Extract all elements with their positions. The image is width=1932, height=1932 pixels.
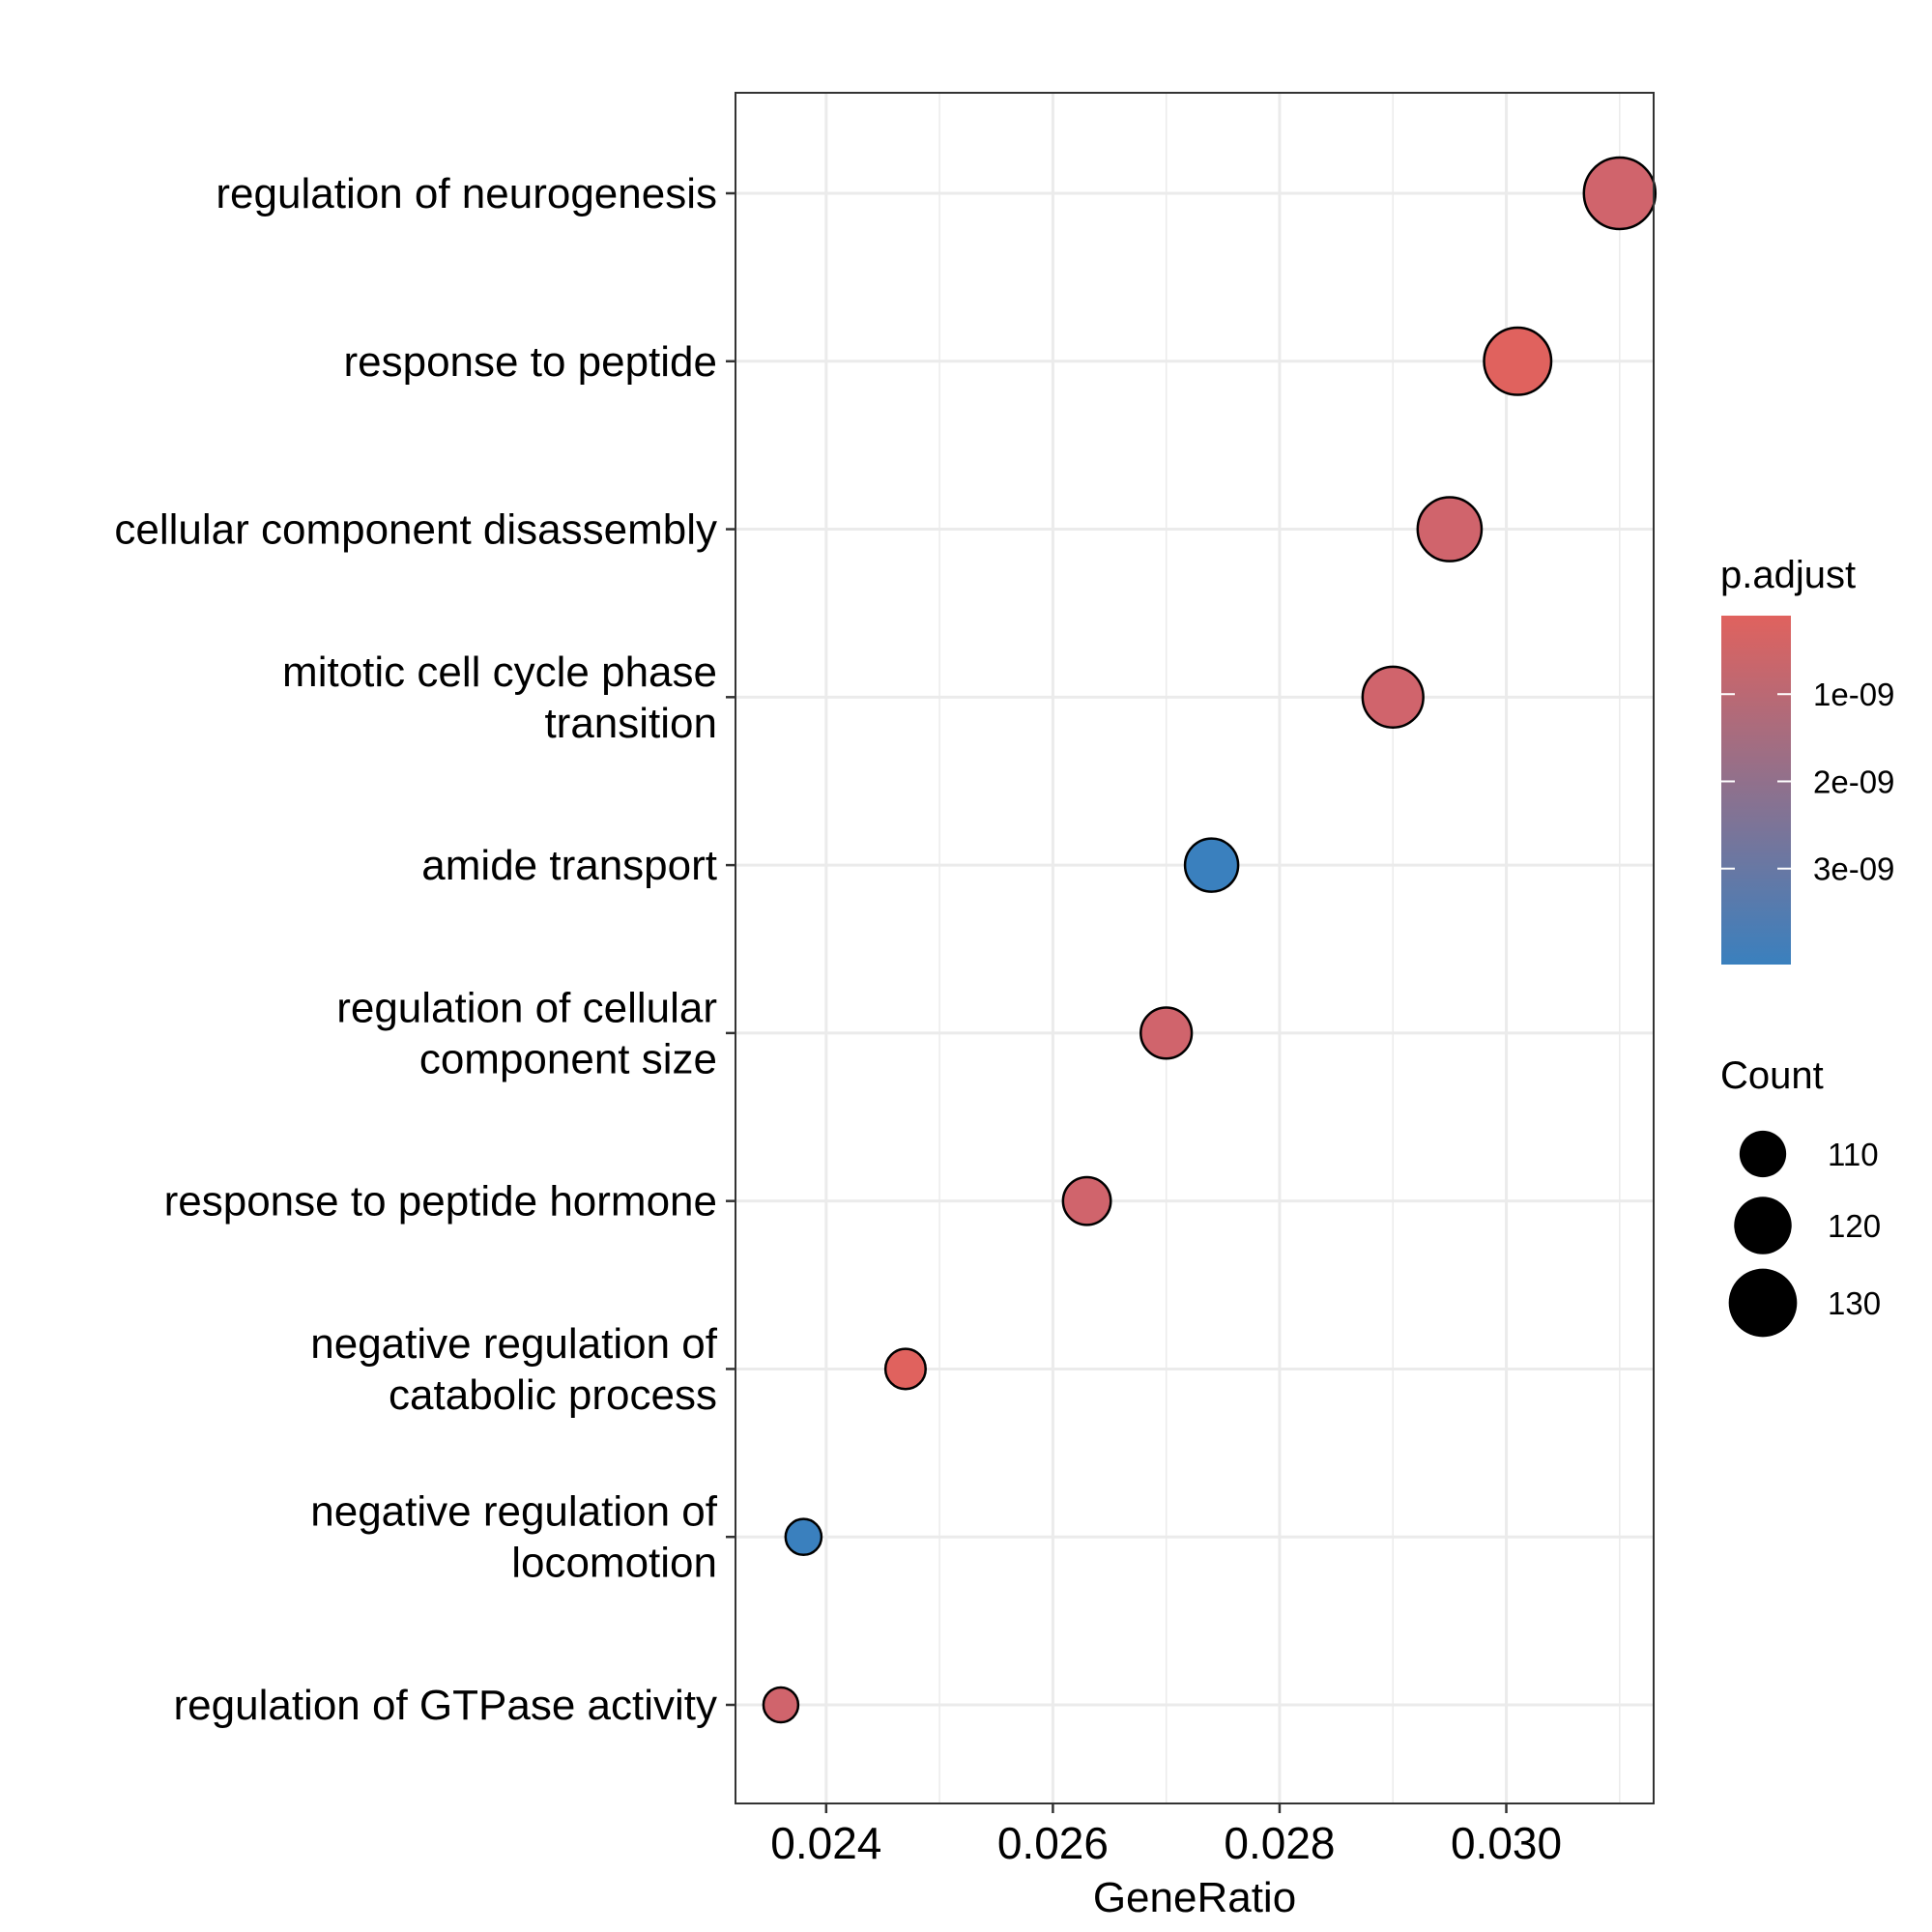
data-point xyxy=(1582,156,1658,231)
legend-size-dot xyxy=(1739,1130,1787,1178)
y-category-label: mitotic cell cycle phase xyxy=(282,649,717,696)
legend-color: p.adjust 1e-09 2e-09 3e-09 xyxy=(1720,554,1894,965)
y-category-label: response to peptide xyxy=(343,338,717,386)
data-point xyxy=(1483,326,1553,396)
x-tick-label: 0.024 xyxy=(770,1818,881,1868)
y-category-label: response to peptide hormone xyxy=(164,1178,717,1226)
data-point xyxy=(762,1686,800,1724)
legend-color-ticks: 1e-09 2e-09 3e-09 xyxy=(1721,677,1894,887)
legend-size-label: 130 xyxy=(1828,1285,1881,1321)
legend-size-dot xyxy=(1734,1197,1792,1254)
data-point xyxy=(1139,1006,1194,1060)
plot-panel-border xyxy=(735,92,1655,1804)
y-category-label: regulation of GTPase activity xyxy=(174,1682,717,1729)
x-axis-title: GeneRatio xyxy=(1093,1874,1296,1921)
x-axis: 0.024 0.026 0.028 0.030 xyxy=(770,1803,1562,1868)
legend-size-title: Count xyxy=(1720,1054,1824,1097)
y-category-label: cellular component disassembly xyxy=(114,506,717,554)
y-category-label: regulation of cellular xyxy=(336,984,717,1031)
x-tick-label: 0.026 xyxy=(997,1818,1109,1868)
data-point xyxy=(784,1517,823,1557)
y-category-label: regulation of neurogenesis xyxy=(216,170,717,217)
y-category-label: negative regulation of xyxy=(310,1320,718,1368)
legend-size: Count 110 120 130 xyxy=(1720,1054,1881,1338)
legend-size-entries: 110 120 130 xyxy=(1728,1130,1881,1338)
y-category-label: locomotion xyxy=(511,1540,717,1587)
data-point xyxy=(1061,1175,1112,1226)
legend-color-label: 1e-09 xyxy=(1813,677,1894,712)
x-tick-label: 0.030 xyxy=(1451,1818,1562,1868)
x-tick-label: 0.028 xyxy=(1224,1818,1335,1868)
y-category-label: catabolic process xyxy=(389,1371,717,1419)
data-points xyxy=(762,156,1658,1724)
legend-color-title: p.adjust xyxy=(1720,554,1856,596)
legend-size-label: 110 xyxy=(1828,1137,1879,1172)
legend-color-bar xyxy=(1721,616,1791,965)
y-category-label: transition xyxy=(544,700,717,747)
legend-color-label: 3e-09 xyxy=(1813,851,1894,887)
data-point xyxy=(883,1347,927,1391)
data-point xyxy=(1361,665,1425,729)
data-point xyxy=(1416,496,1484,562)
y-category-label: amide transport xyxy=(421,842,717,889)
legend-color-label: 2e-09 xyxy=(1813,764,1894,799)
legend-size-dot xyxy=(1728,1268,1798,1338)
y-axis: regulation of neurogenesis response to pe… xyxy=(114,170,735,1729)
legend-size-label: 120 xyxy=(1828,1208,1881,1244)
y-category-label: component size xyxy=(419,1035,717,1082)
y-category-label: negative regulation of xyxy=(310,1488,718,1536)
data-point xyxy=(1183,837,1240,893)
